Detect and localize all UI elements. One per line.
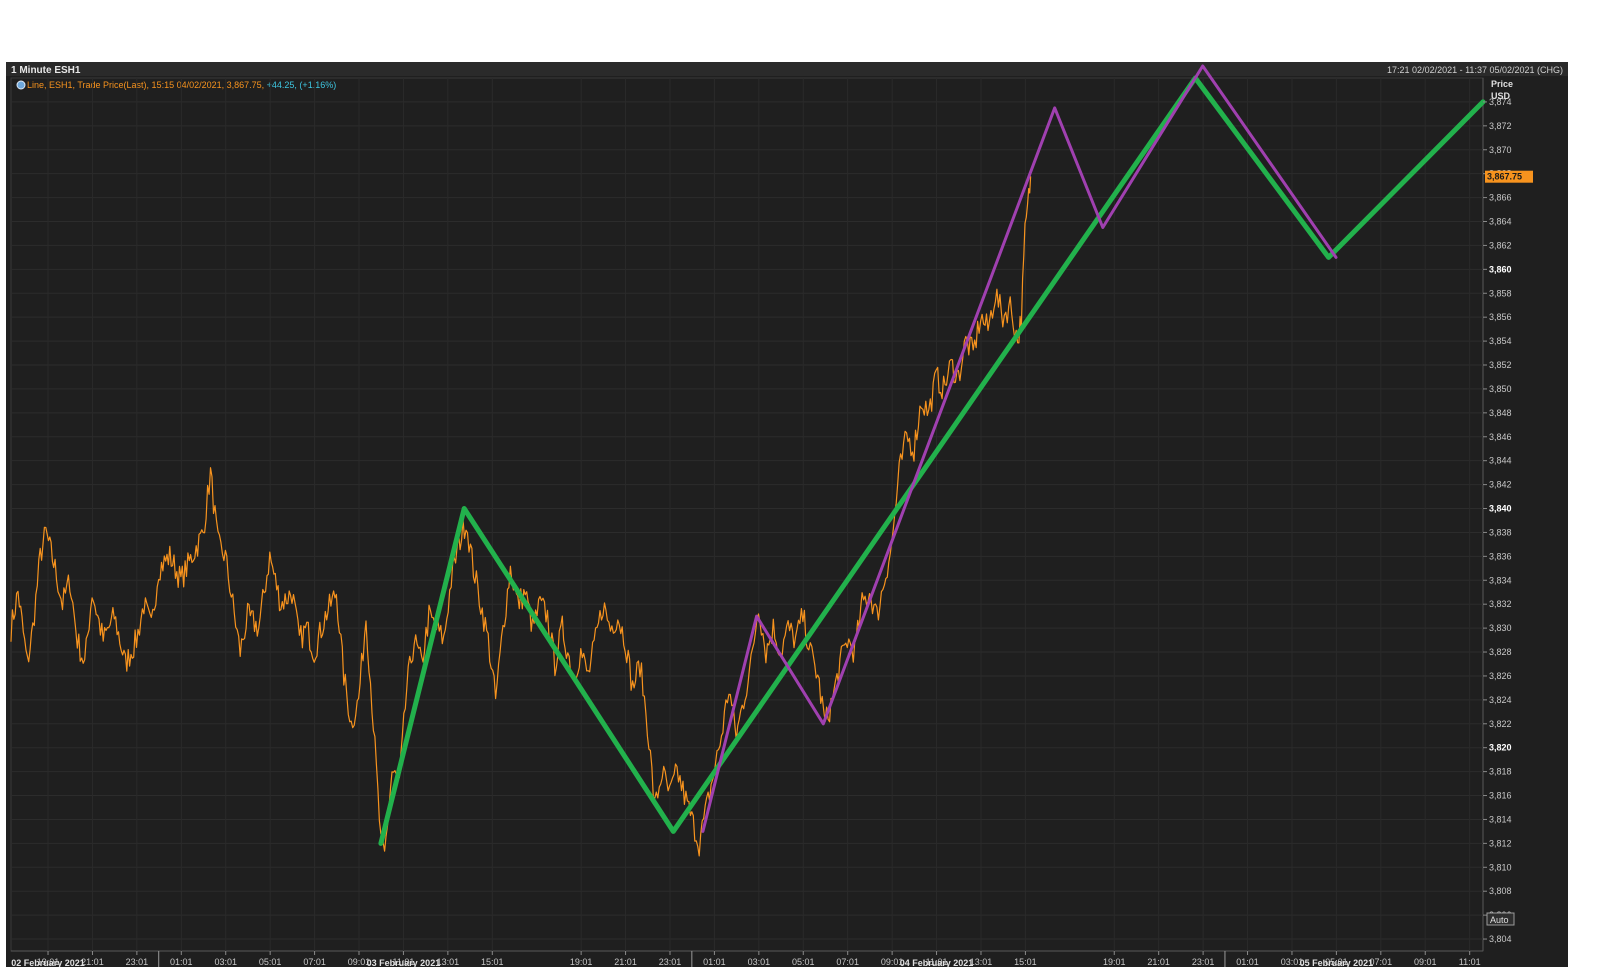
legend-text: Line, ESH1, Trade Price(Last), 15:15 04/… (27, 80, 336, 90)
date-range-label: 17:21 02/02/2021 - 11:37 05/02/2021 (CHG… (1387, 65, 1563, 75)
y-tick-label: 3,850 (1489, 384, 1512, 394)
y-tick-label: 3,858 (1489, 288, 1512, 298)
x-tick-label: 11:01 (1459, 957, 1481, 967)
x-tick-label: 19:01 (570, 957, 593, 967)
x-tick-label: 15:01 (1014, 957, 1037, 967)
x-tick-label: 07:01 (836, 957, 859, 967)
x-tick-label: 19:01 (37, 957, 60, 967)
y-tick-label: 3,810 (1489, 862, 1512, 872)
current-price-label: 3,867.75 (1487, 172, 1522, 182)
y-tick-label: 3,836 (1489, 551, 1512, 561)
x-tick-label: 05:01 (1325, 957, 1348, 967)
date-separators (158, 951, 1226, 967)
x-tick-label: 23:01 (1192, 957, 1215, 967)
y-tick-label: 3,830 (1489, 623, 1512, 633)
x-tick-label: 19:01 (1103, 957, 1126, 967)
currency-label: USD (1491, 91, 1511, 101)
y-tick-label: 3,824 (1489, 695, 1512, 705)
x-tick-label: 15:01 (481, 957, 504, 967)
x-tick-label: 21:01 (1147, 957, 1170, 967)
y-tick-label: 3,840 (1489, 504, 1512, 514)
x-tick-label: 05:01 (792, 957, 815, 967)
x-tick-label: 23:01 (126, 957, 149, 967)
y-tick-label: 3,846 (1489, 432, 1512, 442)
y-tick-label: 3,848 (1489, 408, 1512, 418)
chart-title: 1 Minute ESH1 (11, 65, 81, 76)
x-tick-label: 09:01 (1414, 957, 1437, 967)
x-tick-label: 03:01 (214, 957, 237, 967)
x-tick-label: 03:01 (748, 957, 771, 967)
auto-scale-button[interactable]: Auto (1486, 912, 1515, 926)
y-tick-label: 3,820 (1489, 743, 1512, 753)
y-tick-label: 3,808 (1489, 886, 1512, 896)
series-layer (10, 64, 1486, 857)
price-axis-title: Price (1491, 79, 1513, 89)
legend[interactable]: Line, ESH1, Trade Price(Last), 15:15 04/… (16, 80, 336, 90)
x-tick-label: 07:01 (303, 957, 326, 967)
legend-change-text: +44.25, (+1.16%) (267, 80, 337, 90)
y-tick-label: 3,872 (1489, 121, 1512, 131)
y-tick-label: 3,814 (1489, 814, 1512, 824)
current-price-tag: 3,867.75 (1485, 170, 1533, 183)
x-tick-label: 07:01 (1370, 957, 1393, 967)
date-labels: 02 February 2021 03 February 2021 04 Febru… (11, 958, 1373, 967)
date-label: 02 February 2021 (11, 958, 85, 967)
y-axis-ticks: 3,8043,8063,8083,8103,8123,8143,8163,818… (1483, 97, 1512, 944)
y-tick-label: 3,864 (1489, 217, 1512, 227)
y-tick-label: 3,812 (1489, 838, 1512, 848)
date-label: 04 February 2021 (900, 958, 974, 967)
auto-scale-label: Auto (1490, 915, 1509, 925)
x-tick-label: 21:01 (81, 957, 104, 967)
date-label: 03 February 2021 (367, 958, 441, 967)
x-tick-label: 13:01 (970, 957, 993, 967)
x-tick-label: 13:01 (437, 957, 460, 967)
y-tick-label: 3,870 (1489, 145, 1512, 155)
y-tick-label: 3,832 (1489, 599, 1512, 609)
legend-series-text: Line, ESH1, Trade Price(Last), 15:15 04/… (27, 80, 267, 90)
y-tick-label: 3,816 (1489, 791, 1512, 801)
globe-icon (16, 80, 26, 90)
x-tick-label: 21:01 (614, 957, 637, 967)
y-tick-label: 3,842 (1489, 480, 1512, 490)
y-tick-label: 3,866 (1489, 193, 1512, 203)
y-tick-label: 3,854 (1489, 336, 1512, 346)
y-tick-label: 3,838 (1489, 527, 1512, 537)
x-tick-label: 01:01 (1236, 957, 1259, 967)
chart-background (6, 62, 1568, 967)
x-tick-label: 05:01 (259, 957, 282, 967)
x-tick-label: 01:01 (703, 957, 726, 967)
y-tick-label: 3,818 (1489, 767, 1512, 777)
y-tick-label: 3,804 (1489, 934, 1512, 944)
grid-lines (11, 78, 1483, 951)
date-label: 05 February 2021 (1300, 958, 1374, 967)
purple-trend-line (701, 64, 1338, 833)
y-tick-label: 3,852 (1489, 360, 1512, 370)
x-tick-label: 03:01 (1281, 957, 1304, 967)
y-tick-label: 3,862 (1489, 240, 1512, 250)
x-tick-label: 11:01 (393, 957, 415, 967)
x-tick-label: 11:01 (926, 957, 948, 967)
x-tick-label: 09:01 (348, 957, 371, 967)
green-trend-line (378, 75, 1486, 846)
y-tick-label: 3,874 (1489, 97, 1512, 107)
title-bar (6, 62, 1568, 76)
x-tick-label: 01:01 (170, 957, 193, 967)
y-tick-label: 3,856 (1489, 312, 1512, 322)
y-tick-label: 3,844 (1489, 456, 1512, 466)
x-tick-label: 23:01 (659, 957, 682, 967)
y-tick-label: 3,828 (1489, 647, 1512, 657)
y-tick-label: 3,822 (1489, 719, 1512, 729)
x-axis-ticks: 19:01 21:01 23:01 01:01 03:01 05:01 07:01 09:01… (37, 951, 1481, 967)
y-tick-label: 3,860 (1489, 264, 1512, 274)
x-tick-label: 09:01 (881, 957, 904, 967)
y-tick-label: 3,834 (1489, 575, 1512, 585)
y-tick-label: 3,826 (1489, 671, 1512, 681)
